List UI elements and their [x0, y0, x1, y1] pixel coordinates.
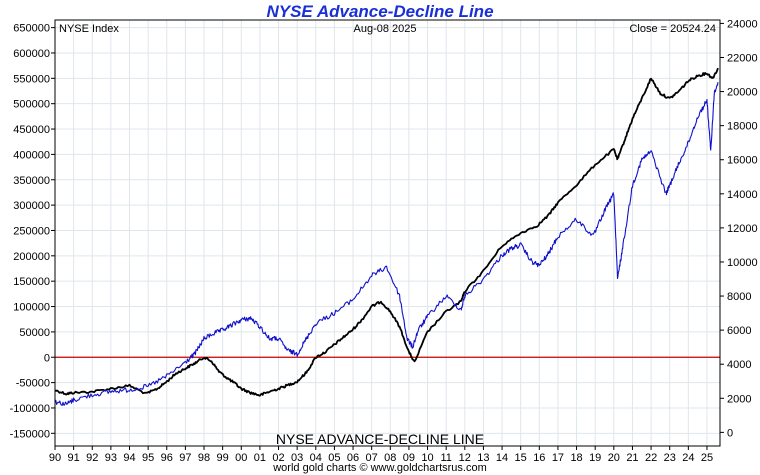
x-tick-label: 03 [291, 452, 303, 464]
series-label: NYSE ADVANCE-DECLINE LINE [276, 431, 484, 447]
x-tick-label: 22 [645, 452, 657, 464]
left-axis: -150000 -100000 -50000 0 50000 100000 150000 20… [10, 23, 55, 440]
x-tick-label: 18 [570, 452, 582, 464]
left-tick-label: 100000 [13, 302, 50, 314]
footer-credit: world gold charts © www.goldchartsrus.co… [273, 462, 487, 474]
x-tick-label: 02 [272, 452, 284, 464]
right-tick-label: 14000 [727, 189, 758, 201]
x-tick-label: 13 [477, 452, 489, 464]
left-tick-label: 600000 [13, 48, 50, 60]
right-tick-label: 10000 [727, 257, 758, 269]
x-tick-label: 06 [347, 452, 359, 464]
right-tick-label: 2000 [727, 393, 751, 405]
ad-line-series [54, 67, 719, 397]
x-tick-label: 04 [310, 452, 322, 464]
x-tick-label: 11 [440, 452, 451, 464]
series-lines [54, 67, 719, 406]
left-tick-label: 250000 [13, 225, 50, 237]
x-tick-label: 97 [179, 452, 191, 464]
right-tick-label: 18000 [727, 121, 758, 133]
x-tick-label: 09 [403, 452, 415, 464]
left-tick-label: 0 [44, 352, 50, 364]
x-tick-label: 95 [142, 452, 154, 464]
left-tick-label: 450000 [13, 124, 50, 136]
x-tick-label: 25 [701, 452, 713, 464]
left-tick-label: 150000 [13, 276, 50, 288]
x-tick-label: 05 [328, 452, 340, 464]
x-tick-label: 93 [105, 452, 117, 464]
x-axis: 90 91 92 93 94 95 96 97 98 99 00 01 02 03 04 05 06 07 08 09… [49, 446, 713, 464]
x-tick-label: 96 [161, 452, 173, 464]
left-tick-label: 650000 [13, 23, 50, 35]
chart-title: NYSE Advance-Decline Line [266, 2, 494, 21]
x-tick-label: 98 [198, 452, 210, 464]
x-tick-label: 90 [49, 452, 61, 464]
left-tick-label: 50000 [19, 327, 50, 339]
x-tick-label: 94 [123, 452, 135, 464]
left-tick-label: -100000 [10, 403, 50, 415]
x-tick-label: 12 [459, 452, 471, 464]
left-tick-label: 550000 [13, 73, 50, 85]
right-tick-label: 22000 [727, 52, 758, 64]
left-tick-label: 350000 [13, 175, 50, 187]
right-tick-label: 0 [727, 427, 733, 439]
nyse-index-series [54, 81, 719, 406]
right-tick-label: 16000 [727, 155, 758, 167]
x-tick-label: 20 [608, 452, 620, 464]
left-tick-label: 500000 [13, 99, 50, 111]
x-tick-label: 92 [86, 452, 98, 464]
x-tick-label: 16 [533, 452, 545, 464]
close-label: Close = 20524.24 [629, 23, 716, 35]
left-tick-label: -150000 [10, 428, 50, 440]
x-tick-label: 14 [496, 452, 508, 464]
x-tick-label: 19 [589, 452, 601, 464]
left-tick-label: -50000 [16, 378, 50, 390]
x-tick-label: 08 [384, 452, 396, 464]
index-label: NYSE Index [59, 23, 119, 35]
x-tick-label: 91 [68, 452, 80, 464]
left-tick-label: 400000 [13, 149, 50, 161]
x-tick-label: 07 [366, 452, 378, 464]
date-label: Aug-08 2025 [354, 23, 417, 35]
grid-lines [54, 20, 720, 446]
right-tick-label: 4000 [727, 359, 751, 371]
right-tick-label: 24000 [727, 18, 758, 30]
right-tick-label: 20000 [727, 87, 758, 99]
x-tick-label: 00 [235, 452, 247, 464]
x-tick-label: 23 [664, 452, 676, 464]
right-tick-label: 12000 [727, 223, 758, 235]
right-tick-label: 6000 [727, 325, 751, 337]
x-tick-label: 21 [626, 452, 638, 464]
left-tick-label: 300000 [13, 200, 50, 212]
x-tick-label: 99 [217, 452, 229, 464]
x-tick-label: 24 [682, 452, 694, 464]
x-tick-label: 01 [254, 452, 266, 464]
x-tick-label: 15 [515, 452, 527, 464]
x-tick-label: 10 [421, 452, 433, 464]
right-tick-label: 8000 [727, 291, 751, 303]
left-tick-label: 200000 [13, 251, 50, 263]
x-tick-label: 17 [552, 452, 564, 464]
right-axis: 0 2000 4000 6000 8000 10000 12000 14000 16000 180… [720, 18, 758, 439]
plot-frame [54, 19, 721, 447]
